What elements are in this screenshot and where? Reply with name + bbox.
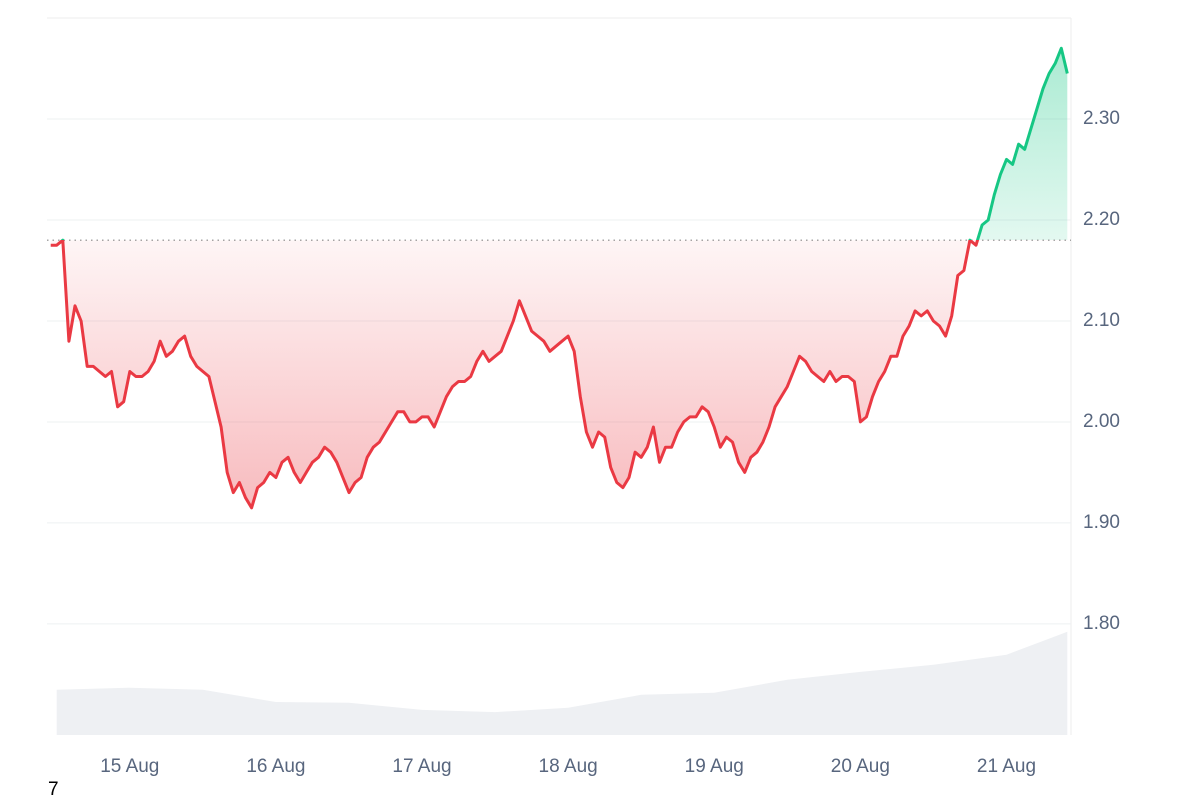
y-tick-label: 1.80: [1083, 613, 1120, 634]
x-tick-label: 18 Aug: [539, 756, 598, 777]
x-tick-label: 17 Aug: [392, 756, 451, 777]
x-tick-label: 15 Aug: [100, 756, 159, 777]
y-tick-label: 2.20: [1083, 209, 1120, 230]
price-fill: [50, 48, 1068, 508]
price-line: [50, 46, 1069, 510]
corner-label: 7: [48, 779, 59, 800]
y-tick-label: 2.10: [1083, 310, 1120, 331]
y-tick-label: 2.00: [1083, 411, 1120, 432]
x-tick-label: 19 Aug: [685, 756, 744, 777]
volume-area: [56, 631, 1068, 735]
x-tick-label: 21 Aug: [977, 756, 1036, 777]
y-tick-label: 1.90: [1083, 512, 1120, 533]
x-tick-label: 16 Aug: [246, 756, 305, 777]
y-tick-label: 2.30: [1083, 108, 1120, 129]
x-tick-label: 20 Aug: [831, 756, 890, 777]
